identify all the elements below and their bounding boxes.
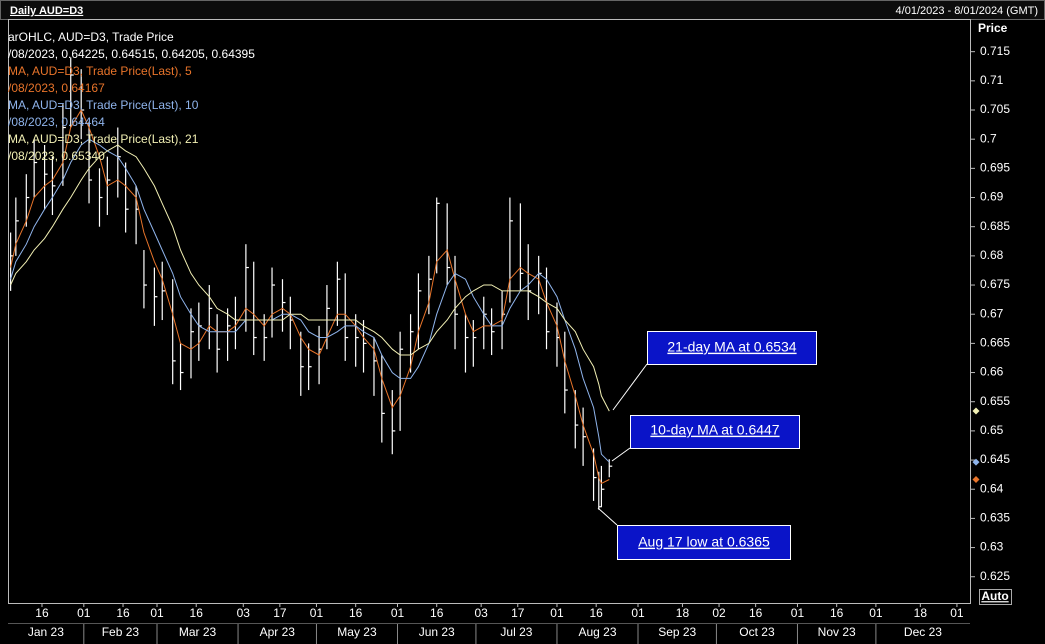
- x-tick-label: 16: [35, 606, 49, 620]
- date-range: 4/01/2023 - 8/01/2024 (GMT): [896, 5, 1038, 17]
- y-tick-label: 0.685: [980, 219, 1010, 233]
- x-tick-label: 16: [349, 606, 363, 620]
- x-tick-label: 01: [150, 606, 164, 620]
- annotation: 21-day MA at 0.6534: [667, 339, 796, 355]
- annotations: 21-day MA at 0.6534 10-day MA at 0.6447 …: [597, 331, 817, 560]
- y-tick-label: 0.68: [980, 248, 1004, 262]
- y-tick-label: 0.705: [980, 102, 1010, 116]
- y-tick-label: 0.7: [980, 131, 997, 145]
- annotation-box: [647, 331, 817, 365]
- legend-entry: /08/2023, 0.65340: [8, 149, 105, 163]
- legend-entry: /08/2023, 0.64225, 0.64515, 0.64205, 0.6…: [8, 47, 255, 61]
- x-tick-label: 03: [237, 606, 251, 620]
- y-tick-label: 0.71: [980, 73, 1004, 87]
- legend-entry: MA, AUD=D3, Trade Price(Last), 5: [8, 64, 192, 78]
- y-tick-label: 0.63: [980, 540, 1004, 554]
- x-tick-label: 18: [676, 606, 690, 620]
- connector: [612, 363, 648, 411]
- month-label: Aug 23: [578, 625, 616, 639]
- month-label: May 23: [337, 625, 377, 639]
- moving-average-line: [10, 108, 610, 485]
- x-tick-label: 17: [511, 606, 525, 620]
- y-tick-label: 0.64: [980, 481, 1004, 495]
- x-tick-label: 16: [430, 606, 444, 620]
- y-tick-label: 0.625: [980, 569, 1010, 583]
- x-tick-label: 16: [830, 606, 844, 620]
- last-value-marker: [972, 458, 980, 466]
- x-tick-label: 16: [589, 606, 603, 620]
- y-tick-label: 0.66: [980, 365, 1004, 379]
- y-tick-label: 0.675: [980, 277, 1010, 291]
- x-tick-label: 01: [77, 606, 91, 620]
- x-tick-label: 01: [310, 606, 324, 620]
- annotation-box: [630, 415, 800, 449]
- y-tick-label: 0.695: [980, 161, 1010, 175]
- month-label: Feb 23: [102, 625, 140, 639]
- month-label: Dec 23: [904, 625, 942, 639]
- legend-entry: MA, AUD=D3, Trade Price(Last), 10: [8, 98, 199, 112]
- month-label: Apr 23: [260, 625, 296, 639]
- annotation-box: [617, 525, 791, 560]
- y-tick-label: 0.69: [980, 190, 1004, 204]
- connector: [611, 447, 631, 462]
- y-tick-label: 0.715: [980, 44, 1010, 58]
- moving-average-line: [10, 144, 610, 412]
- x-tick-label: 01: [391, 606, 405, 620]
- x-tick-label: 01: [869, 606, 883, 620]
- y-tick-label: 0.645: [980, 452, 1010, 466]
- auto-button-frame[interactable]: [979, 589, 1012, 605]
- legend: arOHLC, AUD=D3, Trade Price/08/2023, 0.6…: [8, 30, 255, 163]
- month-label: Jan 23: [28, 625, 64, 639]
- month-label: Nov 23: [818, 625, 856, 639]
- x-tick-label: 16: [116, 606, 130, 620]
- annotation: 10-day MA at 0.6447: [650, 422, 779, 438]
- legend-entry: /08/2023, 0.64167: [8, 81, 105, 95]
- auto-button[interactable]: Auto: [981, 589, 1008, 603]
- x-tick-label: 01: [950, 606, 964, 620]
- x-tick-label: 01: [631, 606, 645, 620]
- y-tick-label: 0.65: [980, 423, 1004, 437]
- y-tick-label: 0.635: [980, 511, 1010, 525]
- x-tick-label: 03: [474, 606, 488, 620]
- y-tick-label: 0.67: [980, 306, 1004, 320]
- legend-entry: MA, AUD=D3, Trade Price(Last), 21: [8, 132, 199, 146]
- x-tick-label: 02: [712, 606, 726, 620]
- y-tick-label: 0.665: [980, 336, 1010, 350]
- moving-average-line: [10, 138, 610, 463]
- x-tick-label: 16: [190, 606, 204, 620]
- plot-frame: [8, 19, 971, 604]
- connector: [597, 507, 618, 526]
- month-label: Mar 23: [179, 625, 217, 639]
- x-tick-label: 18: [914, 606, 928, 620]
- y-axis-title: Price: [978, 21, 1008, 35]
- month-label: Sep 23: [658, 625, 696, 639]
- month-label: Jul 23: [500, 625, 532, 639]
- x-tick-label: 01: [791, 606, 805, 620]
- x-tick-label: 16: [749, 606, 763, 620]
- month-label: Oct 23: [739, 625, 775, 639]
- last-value-marker: [972, 407, 980, 415]
- chart-title: Daily AUD=D3: [10, 5, 83, 17]
- last-value-marker: [972, 475, 980, 483]
- header-bar: [0, 0, 1045, 20]
- y-tick-label: 0.655: [980, 394, 1010, 408]
- legend-entry: /08/2023, 0.64464: [8, 115, 105, 129]
- x-tick-label: 17: [273, 606, 287, 620]
- x-tick-label: 01: [550, 606, 564, 620]
- legend-entry: arOHLC, AUD=D3, Trade Price: [8, 30, 174, 44]
- month-label: Jun 23: [419, 625, 455, 639]
- annotation: Aug 17 low at 0.6365: [638, 534, 770, 550]
- plot-area: [10, 57, 613, 510]
